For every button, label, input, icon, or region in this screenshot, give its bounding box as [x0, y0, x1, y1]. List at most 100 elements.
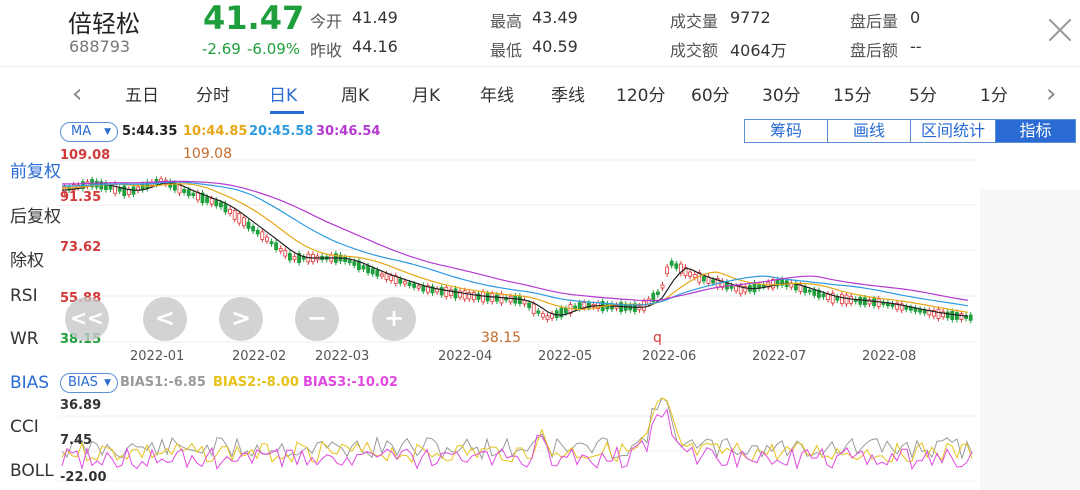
candle-body [922, 309, 927, 314]
candle-body [191, 192, 196, 197]
candle-body [522, 299, 527, 305]
stock-code: 688793 [69, 37, 131, 56]
candle-body [237, 213, 242, 224]
range-stats-button[interactable]: 区间统计 [910, 119, 996, 143]
candle-body [264, 236, 269, 242]
tab-monthly-k[interactable]: 月K [412, 86, 441, 106]
side-item-boll[interactable]: BOLL [10, 461, 54, 481]
candle-body [821, 293, 826, 298]
tab-15min[interactable]: 15分 [833, 86, 872, 106]
low-label: 最低 [490, 41, 523, 60]
volume-label: 成交量 [670, 12, 719, 31]
scroll-right-button[interactable]: > [219, 297, 263, 341]
tab-60min[interactable]: 60分 [691, 86, 730, 106]
close-icon[interactable] [1043, 13, 1077, 47]
after-hours-volume-value: 0 [910, 8, 921, 27]
side-item-rsi[interactable]: RSI [10, 286, 38, 306]
tab-5day[interactable]: 五日 [125, 86, 159, 106]
chevron-left-icon[interactable]: ‹ [72, 79, 83, 109]
bias-indicator-selector[interactable]: BIAS ▼ [60, 373, 118, 393]
candle-body [274, 242, 279, 250]
zoom-out-button[interactable]: − [295, 297, 339, 341]
candle-body [844, 294, 849, 305]
bias-chart[interactable] [0, 396, 980, 488]
prev-close-label: 昨收 [310, 41, 343, 60]
scroll-left-button[interactable]: < [143, 297, 187, 341]
tab-quarterly[interactable]: 季线 [551, 86, 585, 106]
tab-weekly-k[interactable]: 周K [341, 86, 370, 106]
high-value: 43.49 [532, 8, 578, 27]
candle-body [209, 198, 214, 205]
event-marker: q [653, 330, 662, 346]
candle-body [347, 259, 352, 264]
candle-body [232, 210, 237, 220]
side-item-backward-adjust[interactable]: 后复权 [10, 207, 61, 227]
candle-body [467, 292, 472, 300]
open-label: 今开 [310, 12, 343, 31]
candle-body [807, 289, 812, 293]
candle-body [508, 295, 513, 303]
date-label: 2022-01 [130, 349, 185, 364]
bias-axis-max: 36.89 [60, 398, 102, 413]
zoom-in-button[interactable]: + [372, 297, 416, 341]
candle-body [651, 292, 656, 302]
candle-body [771, 279, 775, 289]
candle-body [527, 302, 531, 309]
candle-body [471, 292, 476, 301]
candle-body [416, 285, 421, 289]
candlestick-chart[interactable] [0, 145, 980, 355]
side-item-cci[interactable]: CCI [10, 417, 39, 437]
candle-body [738, 285, 743, 295]
tab-daily-k[interactable]: 日K [269, 86, 298, 106]
date-label: 2022-08 [862, 349, 917, 364]
after-hours-amount-value: -- [910, 37, 922, 56]
candle-body [481, 291, 486, 303]
stock-header: 倍轻松 688793 41.47 -2.69 -6.09% 今开 41.49 昨… [0, 0, 1080, 62]
side-item-bias[interactable]: BIAS [10, 373, 50, 393]
candle-body [402, 280, 407, 285]
candle-body [255, 229, 260, 235]
scroll-start-button[interactable]: << [65, 297, 109, 341]
candle-body [752, 282, 757, 293]
candle-body [536, 310, 541, 314]
bias-axis-mid: 7.45 [60, 433, 93, 448]
candle-body [665, 266, 669, 275]
candle-body [113, 183, 117, 194]
dropdown-triangle-icon: ▼ [104, 127, 111, 137]
candle-body [490, 293, 495, 303]
side-item-wr[interactable]: WR [10, 329, 39, 349]
candle-body [904, 306, 909, 310]
candle-body [287, 253, 292, 261]
tab-intraday[interactable]: 分时 [196, 86, 230, 106]
candle-body [462, 290, 467, 300]
candle-body [564, 308, 568, 314]
candle-body [379, 273, 384, 277]
candle-body [283, 250, 288, 257]
draw-line-button[interactable]: 画线 [827, 119, 911, 143]
candle-body [968, 314, 973, 321]
side-menu-active-bg [980, 146, 1080, 190]
chips-button[interactable]: 筹码 [744, 119, 828, 143]
side-item-forward-adjust[interactable]: 前复权 [10, 162, 61, 182]
tab-120min[interactable]: 120分 [616, 86, 666, 106]
tab-30min[interactable]: 30分 [762, 86, 801, 106]
tab-yearly[interactable]: 年线 [480, 86, 514, 106]
candle-body [702, 275, 706, 282]
candle-body [587, 302, 591, 309]
ma-indicator-selector[interactable]: MA ▼ [60, 122, 118, 142]
candle-body [269, 241, 274, 245]
side-item-ex-rights[interactable]: 除权 [10, 251, 44, 271]
tab-5min[interactable]: 5分 [909, 86, 937, 106]
candle-body [660, 284, 665, 289]
ma30-line [61, 180, 969, 302]
price-change: -2.69 [202, 40, 241, 58]
tab-1min[interactable]: 1分 [980, 86, 1008, 106]
ma20-line [62, 181, 969, 307]
indicator-button[interactable]: 指标 [995, 119, 1076, 143]
after-hours-amount-label: 盘后额 [850, 41, 899, 60]
chevron-right-icon[interactable]: › [1046, 79, 1057, 109]
candle-body [545, 315, 550, 320]
candle-body [734, 285, 738, 292]
period-tab-bar: ‹ 五日 分时 日K 周K 月K 年线 季线 120分 60分 30分 15分 … [0, 66, 1080, 118]
candle-body [246, 221, 251, 229]
